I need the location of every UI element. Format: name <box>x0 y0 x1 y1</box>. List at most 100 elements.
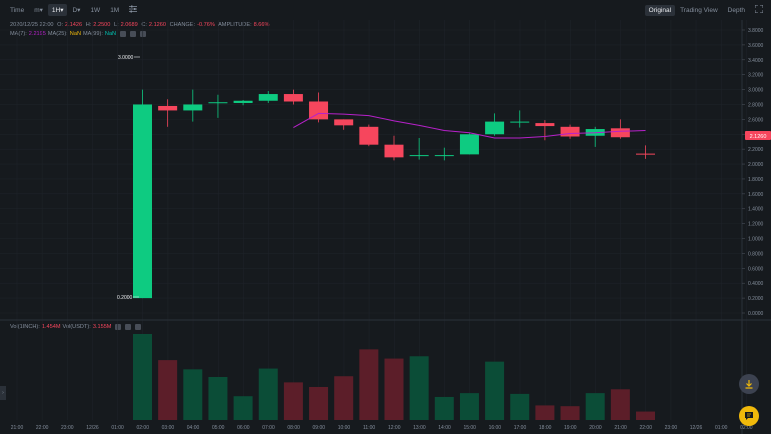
time-tick-label: 08:00 <box>287 425 300 431</box>
time-tick-label: 23:00 <box>61 425 74 431</box>
chat-support-icon[interactable] <box>739 406 759 426</box>
time-tick-label: 09:00 <box>313 425 326 431</box>
low-value: 2.0689 <box>120 22 138 28</box>
volume-bar <box>133 334 152 420</box>
time-tick-label: 04:00 <box>187 425 200 431</box>
ma7-value: 2.2195 <box>28 31 46 37</box>
low-label: L: <box>113 22 119 28</box>
candle-datetime: 2020/12/25 22:00 <box>10 22 54 28</box>
price-tick-label: 1.6000 <box>748 192 764 198</box>
candle-body <box>510 121 530 123</box>
view-depth-tab[interactable]: Depth <box>727 6 745 14</box>
time-tick-label: 16:00 <box>489 425 502 431</box>
candle-body <box>485 121 505 135</box>
view-tradingview-tab[interactable]: Trading View <box>680 6 718 14</box>
price-tick-label: 0.2000 <box>748 296 764 302</box>
time-tick-label: 14:00 <box>438 425 451 431</box>
candle-body <box>258 94 278 101</box>
change-value: -0.76% <box>197 22 215 28</box>
time-tick-label: 23:00 <box>665 425 678 431</box>
price-tick-label: 3.6000 <box>748 43 764 49</box>
price-markers: 3.0000 0.2000 <box>117 55 140 301</box>
time-tick-label: 21:00 <box>11 425 24 431</box>
candle-body <box>334 119 354 126</box>
amplitude-label: AMPLITUDE: <box>218 22 252 28</box>
high-price-marker: 3.0000 <box>118 55 134 61</box>
volume-bars <box>133 334 655 420</box>
volume-bar <box>158 360 178 420</box>
candle-body <box>309 101 329 120</box>
vol-close-icon[interactable] <box>135 324 142 330</box>
volume-bar <box>610 389 630 420</box>
expand-icon[interactable] <box>750 4 771 15</box>
price-tick-label: 2.8000 <box>748 102 764 108</box>
ma-visibility-icon[interactable] <box>130 31 137 37</box>
price-tick-label: 3.0000 <box>748 88 764 94</box>
panel-collapse-handle[interactable]: › <box>0 386 6 400</box>
volume-bar <box>283 382 303 420</box>
ohlc-info: 2020/12/25 22:00 O: 2.1426 H: 2.2500 L: 2.0… <box>10 22 272 28</box>
time-axis: 21:00 22:00 23:00 12/26 01:00 02:00 03:00 04:00… <box>11 425 753 431</box>
time-tick-label: 07:00 <box>262 425 275 431</box>
view-original-tab[interactable]: Original <box>644 4 676 16</box>
ma7-line <box>293 112 646 139</box>
price-tick-label: 1.8000 <box>748 177 764 183</box>
ma-close-icon[interactable] <box>140 31 147 37</box>
candle-body <box>133 104 152 299</box>
price-tick-label: 2.6000 <box>748 117 764 123</box>
current-price-tag-bg <box>745 131 771 140</box>
volume-bar <box>459 393 479 420</box>
ma99-label: MA(99): <box>83 31 103 37</box>
interval-minutes-dropdown[interactable]: m▾ <box>34 7 43 14</box>
candle-body <box>233 100 253 103</box>
volume-bar <box>585 393 605 420</box>
chart-grid <box>0 20 747 420</box>
candle-body <box>636 153 655 155</box>
candle-body <box>434 155 454 157</box>
vol-quote-value: 3.155M <box>92 324 112 330</box>
ma25-label: MA(25): <box>47 31 68 37</box>
close-label: C: <box>141 22 147 28</box>
price-tick-label: 1.2000 <box>748 222 764 228</box>
open-value: 2.1426 <box>65 22 83 28</box>
candle-body <box>535 123 555 127</box>
price-tick-label: 1.4000 <box>748 207 764 213</box>
time-tick-label: 05:00 <box>212 425 225 431</box>
interval-hour-dropdown[interactable]: 1H▾ <box>47 4 68 16</box>
price-tick-label: 3.2000 <box>748 73 764 79</box>
high-label: H: <box>85 22 92 28</box>
ma-settings-icon[interactable] <box>120 31 127 37</box>
volume-bar <box>334 376 354 420</box>
price-tick-label: 0.6000 <box>748 266 764 272</box>
volume-bar <box>384 358 404 420</box>
interval-time[interactable]: Time <box>10 6 25 14</box>
price-tick-label: 0.0000 <box>748 311 764 317</box>
candle-body <box>359 126 379 145</box>
candle-body <box>384 144 404 158</box>
price-tick-label: 2.0000 <box>748 162 764 168</box>
candle-body <box>610 128 630 138</box>
candle-body <box>283 94 303 102</box>
volume-bar <box>258 368 278 420</box>
time-tick-label: 15:00 <box>463 425 476 431</box>
current-price-tag: 2.1260 <box>750 134 767 140</box>
interval-month[interactable]: 1M <box>110 6 120 14</box>
vol-settings-icon[interactable] <box>115 324 122 330</box>
time-tick-label: 19:00 <box>564 425 577 431</box>
time-tick-label: 10:00 <box>338 425 351 431</box>
time-tick-label: 02:00 <box>136 425 149 431</box>
time-tick-label: 06:00 <box>237 425 250 431</box>
ma99-value: NaN <box>104 31 117 37</box>
interval-week[interactable]: 1W <box>90 6 101 14</box>
volume-bar <box>183 369 203 420</box>
price-tick-label: 1.0000 <box>748 237 764 243</box>
candle-body <box>409 155 429 157</box>
amplitude-value: 8.66% <box>253 22 270 28</box>
vol-visibility-icon[interactable] <box>125 324 132 330</box>
download-icon[interactable] <box>739 374 759 394</box>
price-tick-label: 3.8000 <box>748 28 764 34</box>
sliders-icon[interactable] <box>124 5 142 15</box>
time-tick-label: 03:00 <box>162 425 175 431</box>
interval-day-dropdown[interactable]: D▾ <box>72 7 81 14</box>
